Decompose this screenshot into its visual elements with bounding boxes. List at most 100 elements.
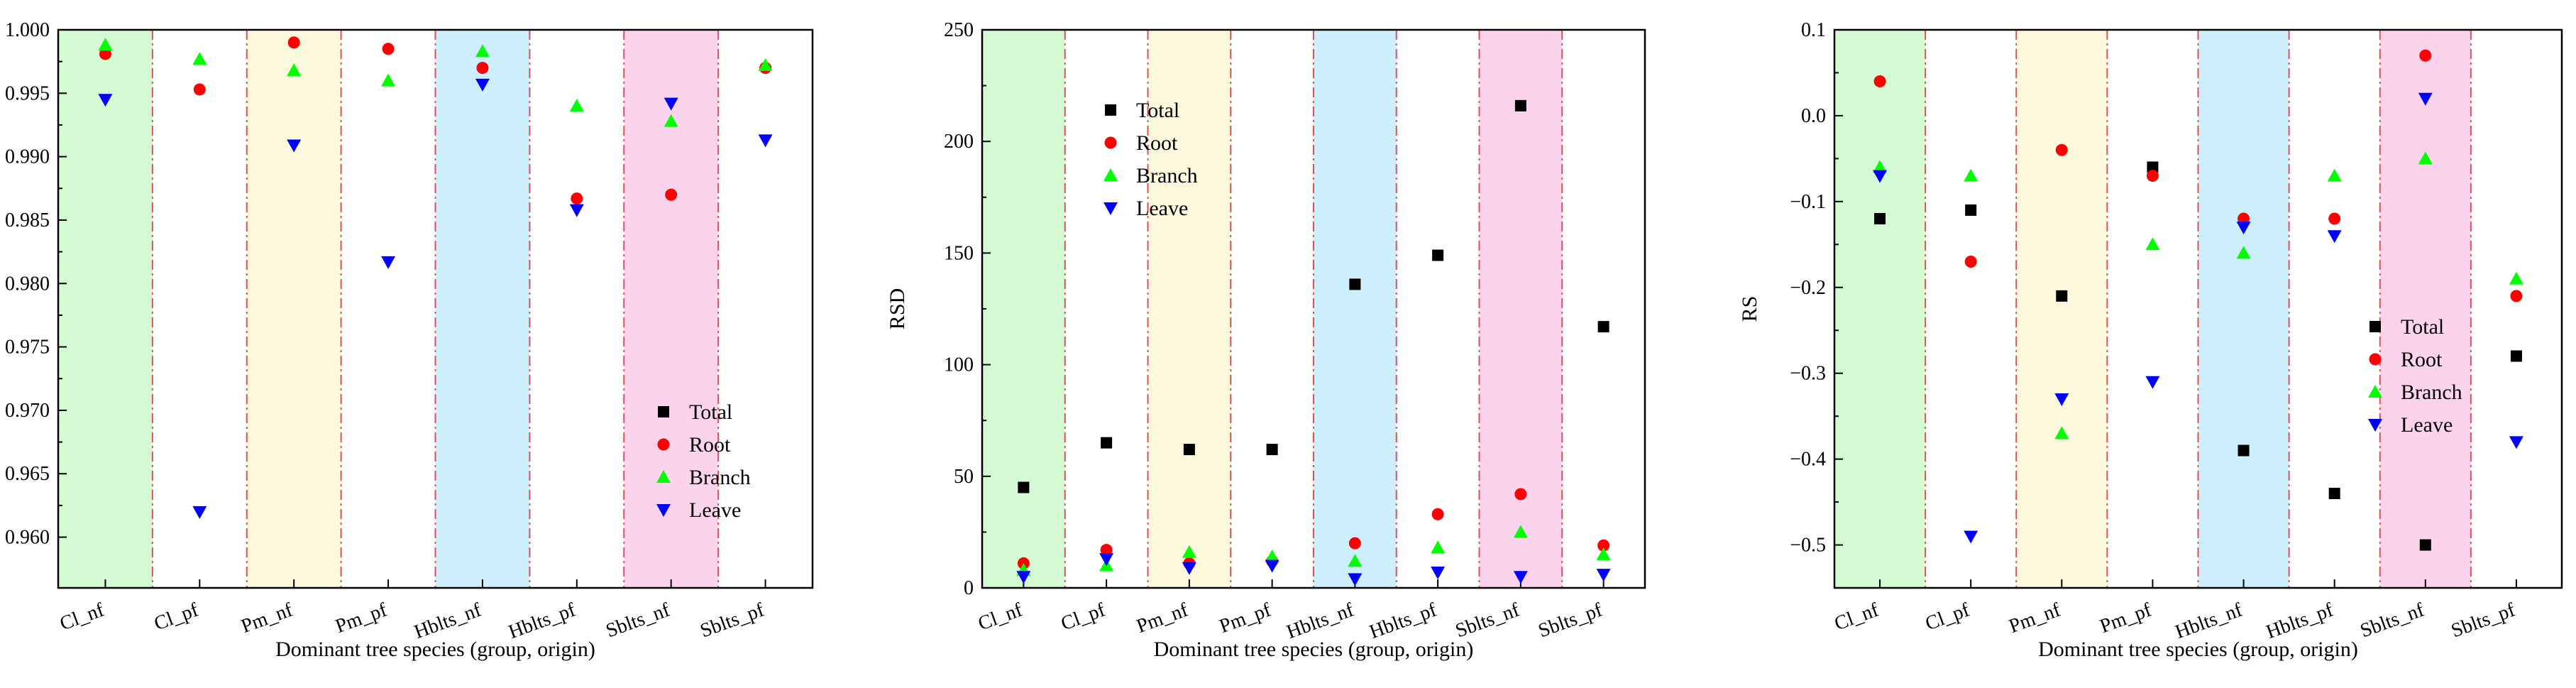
x-tick-label: Cl_pf: [1922, 599, 1973, 635]
legend-marker-root: [657, 438, 670, 451]
x-tick-label: Hblts_nf: [412, 599, 485, 643]
x-axis: Cl_nf Cl_pf Pm_nf Pm_pf Hblts_nf Hblts_pf Sblt…: [57, 579, 768, 643]
point-total-sblts_nf: [2419, 539, 2431, 551]
x-tick-label: Cl_pf: [1058, 599, 1108, 635]
x-tick-label: Cl_nf: [1832, 599, 1882, 635]
point-leave-sblts_pf: [1596, 569, 1611, 582]
y-tick-label: 0.960: [5, 527, 50, 549]
y-tick-label: 150: [944, 242, 974, 264]
point-root-cl_nf: [1873, 75, 1886, 88]
point-leave-hblts_nf: [1348, 573, 1363, 586]
plot-frame: [981, 28, 1646, 589]
point-leave-pm_nf: [287, 139, 302, 153]
point-leave-pm_nf: [1182, 562, 1196, 575]
point-leave-cl_pf: [1964, 530, 1978, 544]
legend-marker-leave: [656, 504, 671, 517]
x-tick-label: Cl_pf: [151, 599, 202, 635]
x-tick-label: Sblts_pf: [698, 599, 768, 642]
point-branch-pm_nf: [2054, 426, 2069, 439]
legend: Total Root Branch Leave: [656, 400, 751, 522]
point-root-sblts_nf: [2419, 49, 2432, 62]
legend-marker-total: [2369, 321, 2381, 332]
x-tick-label: Sblts_nf: [1453, 599, 1523, 642]
y-tick-label: 0.990: [5, 146, 50, 168]
x-tick-label: Sblts_nf: [603, 599, 673, 642]
point-root-cl_pf: [193, 83, 206, 96]
data-points: [1016, 99, 1611, 586]
band-cl_nf: [58, 30, 153, 588]
point-total-cl_nf: [1018, 481, 1030, 493]
point-leave-pm_pf: [2145, 376, 2160, 389]
plot-frame: [57, 28, 814, 589]
x-tick-label: Pm_pf: [1216, 599, 1274, 638]
y-tick-label: 0.980: [5, 273, 50, 295]
legend-label-root: Root: [1136, 131, 1178, 155]
legend-marker-root: [2369, 353, 2382, 366]
point-leave-cl_nf: [98, 94, 113, 107]
point-branch-hblts_nf: [2236, 246, 2251, 259]
legend-marker-root: [1104, 136, 1117, 149]
point-leave-cl_pf: [1099, 553, 1114, 567]
legend-marker-total: [1105, 104, 1116, 116]
y-axis: 0 50 100 150 200 250: [944, 19, 991, 599]
band-sblts_nf: [1479, 30, 1563, 588]
point-leave-pm_nf: [2054, 393, 2069, 406]
point-branch-cl_pf: [1964, 168, 1978, 182]
x-tick-label: Hblts_nf: [2172, 599, 2245, 643]
y-tick-label: −0.4: [1790, 449, 1826, 471]
point-branch-hblts_nf: [475, 44, 490, 58]
point-branch-pm_nf: [1182, 545, 1196, 558]
band-cl_nf: [982, 30, 1065, 588]
x-tick-label: Pm_pf: [2097, 599, 2154, 638]
y-tick-label: 50: [954, 466, 974, 488]
y-tick-label: −0.3: [1790, 363, 1826, 385]
point-root-pm_pf: [382, 43, 395, 55]
point-leave-pm_pf: [1265, 559, 1279, 573]
point-leave-hblts_nf: [2236, 222, 2251, 235]
point-root-sblts_pf: [2510, 290, 2523, 302]
legend-label-branch: Branch: [1136, 164, 1198, 187]
y-tick-label: 0.985: [5, 209, 50, 231]
point-branch-sblts_nf: [1513, 525, 1528, 538]
band-cl_nf: [1834, 30, 1926, 588]
point-total-sblts_nf: [1514, 99, 1526, 111]
point-root-sblts_nf: [1514, 488, 1527, 501]
x-tick-label: Sblts_pf: [1536, 599, 1606, 642]
x-axis-title: Dominant tree species (group, origin): [275, 638, 595, 661]
point-leave-hblts_pf: [1431, 566, 1446, 579]
legend-label-total: Total: [689, 400, 732, 424]
y-axis: −0.5 −0.4 −0.3 −0.2 −0.1 0.0 0.1: [1790, 19, 1843, 557]
legend-label-leave: Leave: [1136, 197, 1188, 220]
y-tick-label: −0.5: [1790, 535, 1826, 557]
point-root-sblts_nf: [665, 188, 678, 201]
point-total-pm_nf: [2056, 290, 2068, 302]
y-tick-label: 0: [964, 577, 974, 599]
band-pm_nf: [1147, 30, 1231, 588]
point-root-hblts_pf: [2328, 212, 2341, 225]
point-root-hblts_pf: [1431, 508, 1444, 520]
x-axis: Cl_nf Cl_pf Pm_nf Pm_pf Hblts_nf Hblts_pf Sblt…: [1832, 579, 2519, 643]
band-sblts_nf: [2379, 30, 2471, 588]
x-tick-label: Pm_nf: [2006, 599, 2064, 638]
x-tick-label: Pm_pf: [333, 599, 390, 638]
point-branch-cl_pf: [192, 52, 207, 65]
legend-label-total: Total: [2401, 315, 2444, 339]
y-tick-label: −0.2: [1790, 277, 1826, 299]
point-leave-cl_nf: [1873, 170, 1888, 183]
point-leave-hblts_pf: [2327, 230, 2342, 244]
point-total-hblts_pf: [1432, 249, 1444, 261]
y-tick-label: 0.975: [5, 337, 50, 359]
x-axis-title: Dominant tree species (group, origin): [1154, 638, 1474, 661]
point-total-hblts_pf: [2328, 487, 2340, 499]
point-root-hblts_pf: [571, 192, 583, 205]
x-tick-label: Cl_nf: [57, 599, 107, 635]
y-tick-label: 0.965: [5, 463, 50, 485]
y-axis-title: RSD: [886, 288, 909, 329]
band-pm_nf: [246, 30, 341, 588]
x-tick-label: Sblts_nf: [2357, 599, 2428, 642]
data-points: [1873, 49, 2523, 551]
x-tick-label: Hblts_pf: [2263, 599, 2336, 643]
legend-marker-branch: [1103, 168, 1118, 181]
legend: Total Root Branch Leave: [2368, 315, 2462, 437]
x-tick-label: Hblts_nf: [1284, 599, 1357, 643]
